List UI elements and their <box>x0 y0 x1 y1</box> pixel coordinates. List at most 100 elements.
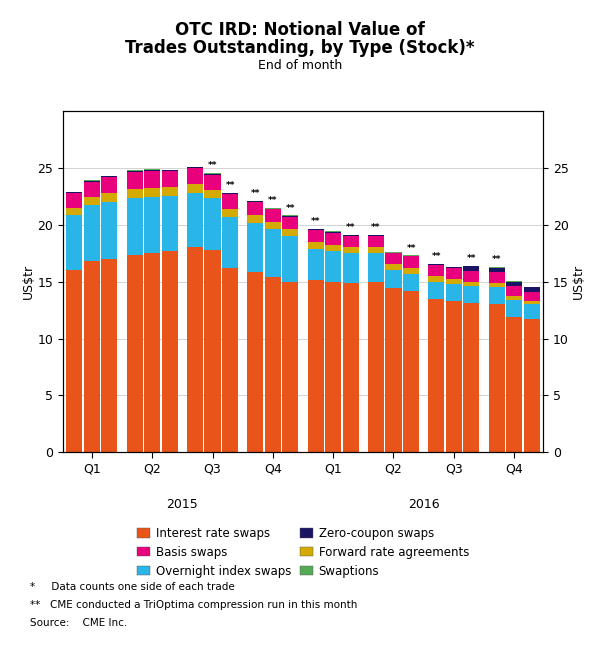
Bar <box>368 247 384 253</box>
Bar <box>463 286 479 303</box>
Bar <box>488 304 505 452</box>
Bar <box>506 317 522 452</box>
Text: *     Data counts one side of each trade: * Data counts one side of each trade <box>30 583 235 592</box>
Bar <box>368 253 384 281</box>
Bar <box>205 174 221 175</box>
Bar <box>524 301 540 304</box>
Bar <box>84 261 100 452</box>
Bar <box>66 215 82 270</box>
Bar <box>66 193 82 208</box>
Bar <box>446 268 462 279</box>
Bar <box>488 283 505 287</box>
Bar <box>463 281 479 286</box>
Text: OTC IRD: Notional Value of: OTC IRD: Notional Value of <box>175 21 425 40</box>
Bar <box>343 236 359 247</box>
Text: **: ** <box>250 189 260 198</box>
Bar <box>428 299 444 452</box>
Bar <box>84 182 100 197</box>
Bar <box>506 281 522 286</box>
Text: **: ** <box>346 223 356 232</box>
Bar <box>308 249 323 281</box>
Bar <box>446 279 462 284</box>
Bar <box>162 170 178 171</box>
Bar <box>222 217 238 268</box>
Bar <box>506 299 522 317</box>
Bar <box>488 287 505 304</box>
Bar <box>283 217 298 229</box>
Bar <box>308 242 323 249</box>
Text: **: ** <box>467 254 476 263</box>
Bar <box>385 288 401 452</box>
Bar <box>403 268 419 273</box>
Bar <box>265 277 281 452</box>
Bar <box>247 202 263 215</box>
Bar <box>205 175 221 190</box>
Text: **: ** <box>406 243 416 253</box>
Bar <box>144 188 160 197</box>
Bar <box>368 236 384 247</box>
Bar <box>162 187 178 196</box>
Bar <box>66 270 82 452</box>
Bar <box>325 245 341 251</box>
Bar <box>127 171 143 172</box>
Bar <box>428 265 444 277</box>
Bar <box>247 215 263 223</box>
Bar <box>325 232 341 245</box>
Bar <box>524 319 540 452</box>
Legend: Interest rate swaps, Basis swaps, Overnight index swaps, Zero-coupon swaps, Forw: Interest rate swaps, Basis swaps, Overni… <box>137 527 469 577</box>
Bar <box>325 281 341 452</box>
Bar <box>428 277 444 281</box>
Bar <box>506 286 522 296</box>
Bar <box>385 270 401 288</box>
Bar <box>265 209 281 222</box>
Bar <box>265 229 281 277</box>
Bar <box>403 256 419 268</box>
Text: Source:    CME Inc.: Source: CME Inc. <box>30 618 127 628</box>
Bar <box>488 272 505 283</box>
Bar <box>524 304 540 319</box>
Text: End of month: End of month <box>258 59 342 72</box>
Bar <box>368 281 384 452</box>
Text: **   CME conducted a TriOptima compression run in this month: ** CME conducted a TriOptima compression… <box>30 600 358 610</box>
Bar <box>84 181 100 182</box>
Bar <box>101 193 118 202</box>
Bar <box>247 223 263 272</box>
Bar <box>162 251 178 452</box>
Bar <box>187 247 203 452</box>
Bar <box>127 255 143 452</box>
Text: **: ** <box>226 181 235 190</box>
Bar <box>265 222 281 229</box>
Bar <box>343 283 359 452</box>
Text: **: ** <box>431 252 441 261</box>
Bar <box>162 196 178 251</box>
Bar <box>385 253 401 264</box>
Bar <box>84 205 100 261</box>
Bar <box>66 208 82 215</box>
Bar <box>463 303 479 452</box>
Bar <box>162 171 178 187</box>
Bar <box>385 264 401 270</box>
Bar <box>101 258 118 452</box>
Bar <box>446 301 462 452</box>
Bar <box>343 253 359 283</box>
Text: **: ** <box>311 217 320 226</box>
Bar <box>144 197 160 253</box>
Bar <box>325 251 341 281</box>
Bar <box>127 199 143 255</box>
Bar <box>247 272 263 452</box>
Bar <box>101 202 118 258</box>
Text: Trades Outstanding, by Type (Stock)*: Trades Outstanding, by Type (Stock)* <box>125 39 475 57</box>
Bar <box>428 281 444 299</box>
Bar <box>222 194 238 208</box>
Bar <box>144 171 160 188</box>
Bar <box>187 193 203 247</box>
Bar <box>205 190 221 199</box>
Text: **: ** <box>286 204 295 213</box>
Bar <box>222 208 238 217</box>
Bar <box>283 236 298 281</box>
Text: 2015: 2015 <box>166 498 198 511</box>
Bar <box>506 296 522 299</box>
Text: **: ** <box>371 223 380 232</box>
Bar <box>187 168 203 184</box>
Bar <box>403 290 419 452</box>
